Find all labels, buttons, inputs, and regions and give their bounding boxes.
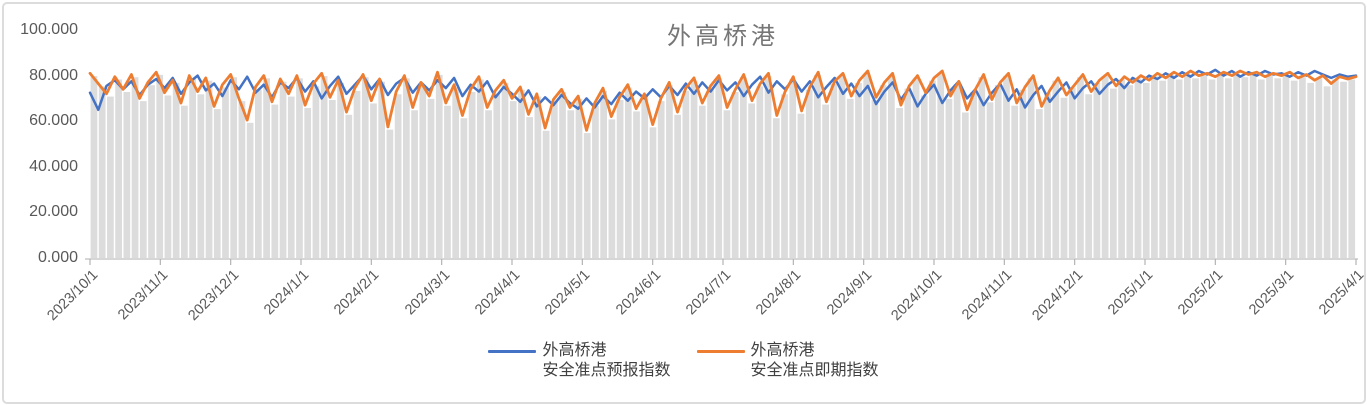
- y-axis-label: 60.000: [29, 112, 78, 130]
- axis-ticks: [89, 259, 1357, 265]
- series-line-spot: [88, 69, 1358, 132]
- background-bars: [90, 73, 1356, 259]
- y-axis-label: 80.000: [29, 66, 78, 84]
- legend-line-marker-forecast-icon: [488, 350, 537, 353]
- y-axis-label: 100.000: [20, 21, 78, 38]
- y-axis-label: 0.000: [37, 249, 78, 266]
- legend-label-spot-index: 外高桥港 安全准点即期指数: [750, 342, 879, 379]
- y-axis-label: 20.000: [29, 203, 78, 221]
- legend-item-spot-index: 外高桥港 安全准点即期指数: [696, 341, 879, 381]
- legend-label-forecast-index: 外高桥港 安全准点预报指数: [542, 342, 671, 379]
- chart-title: 外高桥港: [667, 23, 779, 50]
- legend-line-marker-spot-icon: [696, 350, 745, 353]
- legend-item-forecast-index: 外高桥港 安全准点预报指数: [488, 341, 671, 381]
- y-axis-label: 40.000: [29, 157, 78, 175]
- legend: 外高桥港 安全准点预报指数 外高桥港 安全准点即期指数: [0, 341, 1367, 381]
